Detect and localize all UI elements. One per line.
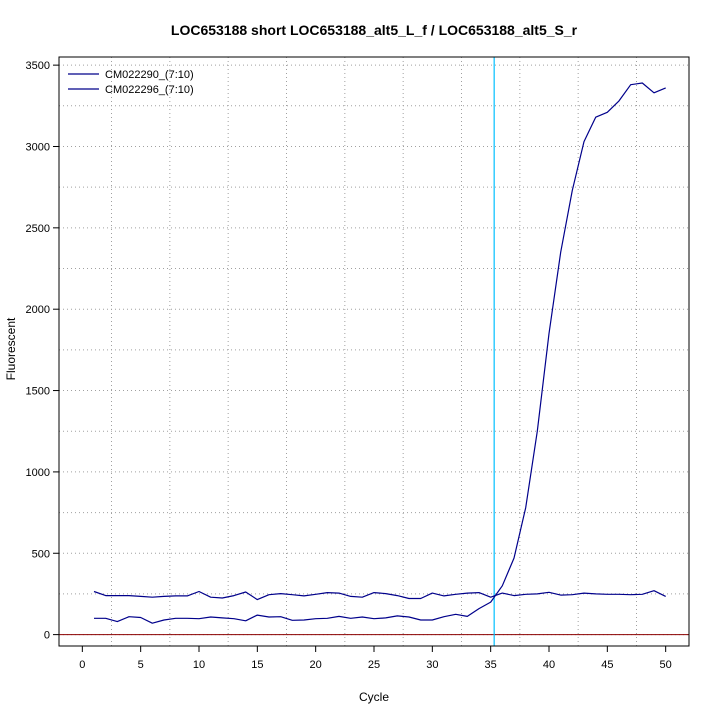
x-axis: 0 5 10 15 20 25 30 35 40 45 50 [79,646,672,671]
x-tick-label: 40 [543,659,555,671]
y-tick-label: 1000 [26,467,50,479]
y-tick-label: 2500 [26,223,50,235]
x-tick-label: 30 [426,659,438,671]
y-tick-label: 2000 [26,304,50,316]
x-tick-label: 20 [310,659,322,671]
y-tick-label: 3500 [26,60,50,72]
x-tick-label: 0 [79,659,85,671]
x-axis-label: Cycle [359,690,389,704]
y-axis: 0 500 1000 1500 2000 2500 3000 3500 [26,60,59,642]
series-line [94,82,666,624]
x-tick-label: 5 [138,659,144,671]
legend-label: CM022290_(7:10) [105,69,194,81]
x-tick-label: 45 [601,659,613,671]
y-tick-label: 500 [32,548,50,560]
x-tick-label: 35 [485,659,497,671]
grid-lines [59,57,689,646]
series-lines [93,82,666,624]
plot-frame [58,56,690,647]
x-tick-label: 50 [660,659,672,671]
chart-title: LOC653188 short LOC653188_alt5_L_f / LOC… [171,22,578,38]
legend: CM022290_(7:10) CM022296_(7:10) [68,69,194,96]
x-tick-label: 25 [368,659,380,671]
y-axis-label: Fluorescent [4,317,18,380]
y-tick-label: 0 [44,630,50,642]
series-line [93,590,666,601]
y-tick-label: 3000 [26,141,50,153]
x-tick-label: 15 [251,659,263,671]
reference-lines [59,57,689,646]
legend-label: CM022296_(7:10) [105,84,194,96]
y-tick-label: 1500 [26,386,50,398]
x-tick-label: 10 [193,659,205,671]
